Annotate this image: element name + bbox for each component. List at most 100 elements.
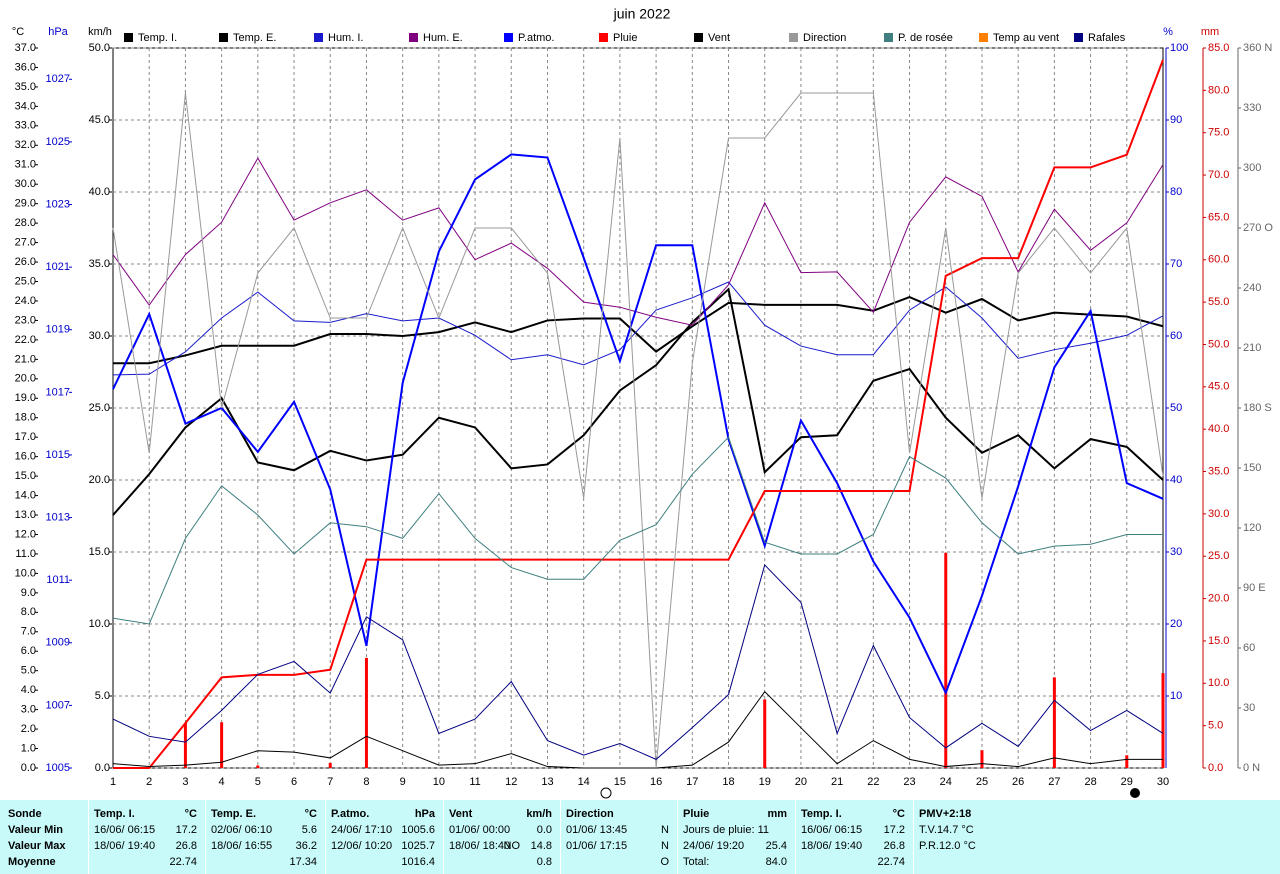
x-tick-label: 3 bbox=[182, 776, 188, 788]
column-separator bbox=[677, 800, 678, 874]
legend-label: Temp au vent bbox=[993, 32, 1059, 44]
y-tick-label: 1007 bbox=[46, 699, 70, 711]
y-tick-label: 18.0 bbox=[15, 412, 36, 424]
x-tick-label: 17 bbox=[686, 776, 698, 788]
legend-swatch bbox=[124, 33, 133, 42]
rain-bar bbox=[256, 765, 260, 768]
rain-bar bbox=[220, 722, 224, 768]
legend-swatch bbox=[789, 33, 798, 42]
series-line bbox=[113, 296, 1164, 365]
x-tick-label: 13 bbox=[541, 776, 553, 788]
cell-value: 1025.7 bbox=[401, 840, 435, 852]
column-separator bbox=[325, 800, 326, 874]
cell-text: 24/06/ 19:20 bbox=[683, 840, 745, 852]
y-tick-label: 16.0 bbox=[15, 451, 36, 463]
y-tick-label: 10.0 bbox=[1208, 677, 1229, 689]
row-label: Valeur Max bbox=[8, 840, 66, 852]
y-tick-label: 240 bbox=[1243, 282, 1261, 294]
legend-swatch bbox=[1074, 33, 1083, 42]
legend-label: P. de rosée bbox=[898, 32, 953, 44]
cell-value: 17.2 bbox=[175, 824, 197, 836]
y-tick-label: 55.0 bbox=[1208, 296, 1229, 308]
y-tick-label: 21.0 bbox=[15, 353, 36, 365]
y-tick-label: 9.0 bbox=[21, 587, 36, 599]
rain-bar bbox=[364, 657, 368, 768]
y-tick-label: 270 O bbox=[1243, 222, 1273, 234]
y-tick-label: 26.0 bbox=[15, 256, 36, 268]
y-tick-label: 1023 bbox=[46, 198, 70, 210]
y-tick-label: 23.0 bbox=[15, 314, 36, 326]
y-tick-label: 300 bbox=[1243, 162, 1261, 174]
y-tick-label: 25.0 bbox=[89, 402, 110, 414]
y-tick-label: 80.0 bbox=[1208, 84, 1229, 96]
legend-swatch bbox=[694, 33, 703, 42]
series-line bbox=[112, 287, 1164, 516]
x-tick-label: 11 bbox=[469, 776, 480, 788]
y-tick-label: 29.0 bbox=[15, 198, 36, 210]
background bbox=[0, 0, 1280, 800]
x-tick-label: 21 bbox=[831, 776, 843, 788]
cell-text: T.V.14.7 °C bbox=[919, 824, 974, 836]
y-tick-label: 30.0 bbox=[89, 330, 110, 342]
legend-label: Rafales bbox=[1088, 32, 1126, 44]
cell-value: 17.34 bbox=[289, 856, 317, 868]
cell-text: 02/06/ 06:10 bbox=[211, 824, 273, 836]
moon-icon bbox=[600, 787, 612, 799]
x-tick-label: 16 bbox=[650, 776, 662, 788]
y-tick-label: 150 bbox=[1243, 462, 1261, 474]
y-tick-label: 15.0 bbox=[15, 470, 36, 482]
cell-text: 24/06/ 17:10 bbox=[331, 824, 393, 836]
y-tick-label: 15.0 bbox=[1208, 635, 1229, 647]
y-tick-label: 34.0 bbox=[15, 100, 36, 112]
y-tick-label: 0 N bbox=[1243, 762, 1260, 774]
y-tick-label: 50 bbox=[1170, 402, 1182, 414]
column-unit: mm bbox=[767, 808, 787, 820]
y-tick-label: 31.0 bbox=[15, 159, 36, 171]
legend-label: Vent bbox=[708, 32, 730, 44]
column-header: Direction bbox=[566, 808, 614, 820]
y-tick-label: 14.0 bbox=[15, 489, 36, 501]
y-tick-label: 90 bbox=[1170, 114, 1182, 126]
series-line bbox=[112, 281, 1164, 376]
x-tick-label: 22 bbox=[867, 776, 879, 788]
chart-title: juin 2022 bbox=[613, 6, 671, 22]
legend-swatch bbox=[979, 33, 988, 42]
legend-swatch bbox=[409, 33, 418, 42]
y-tick-label: 22.0 bbox=[15, 334, 36, 346]
y-tick-label: 35.0 bbox=[15, 81, 36, 93]
column-unit: °C bbox=[184, 808, 197, 820]
axis-unit: °C bbox=[12, 26, 24, 38]
y-tick-label: 180 S bbox=[1243, 402, 1272, 414]
y-tick-label: 12.0 bbox=[15, 528, 36, 540]
y-tick-label: 32.0 bbox=[15, 139, 36, 151]
y-tick-label: 50.0 bbox=[89, 42, 110, 54]
column-header: P.atmo. bbox=[331, 808, 370, 820]
y-tick-label: 0.0 bbox=[1208, 762, 1223, 774]
y-tick-label: 100 bbox=[1170, 42, 1188, 54]
y-tick-label: 10 bbox=[1170, 690, 1182, 702]
cell-text: 12/06/ 10:20 bbox=[331, 840, 393, 852]
y-tick-label: 20.0 bbox=[15, 373, 36, 385]
cell-value: O bbox=[660, 856, 669, 868]
y-tick-label: 1017 bbox=[46, 386, 70, 398]
y-tick-label: 20.0 bbox=[89, 474, 110, 486]
x-tick-label: 28 bbox=[1084, 776, 1096, 788]
y-tick-label: 1013 bbox=[46, 511, 70, 523]
legend-swatch bbox=[504, 33, 513, 42]
cell-value: 14.8 bbox=[530, 840, 552, 852]
x-tick-label: 2 bbox=[146, 776, 152, 788]
y-tick-label: 35.0 bbox=[1208, 465, 1229, 477]
y-tick-label: 330 bbox=[1243, 102, 1261, 114]
y-tick-label: 10.0 bbox=[15, 567, 36, 579]
y-tick-label: 37.0 bbox=[15, 42, 36, 54]
y-tick-label: 5.0 bbox=[1208, 720, 1223, 732]
series-line bbox=[112, 690, 1163, 769]
x-tick-label: 14 bbox=[578, 776, 590, 788]
y-tick-label: 40 bbox=[1170, 474, 1182, 486]
y-tick-label: 120 bbox=[1243, 522, 1261, 534]
cell-text: 01/06/ 00:00 bbox=[449, 824, 511, 836]
y-tick-label: 70.0 bbox=[1208, 169, 1229, 181]
y-tick-label: 60.0 bbox=[1208, 254, 1229, 266]
x-tick-label: 15 bbox=[614, 776, 626, 788]
